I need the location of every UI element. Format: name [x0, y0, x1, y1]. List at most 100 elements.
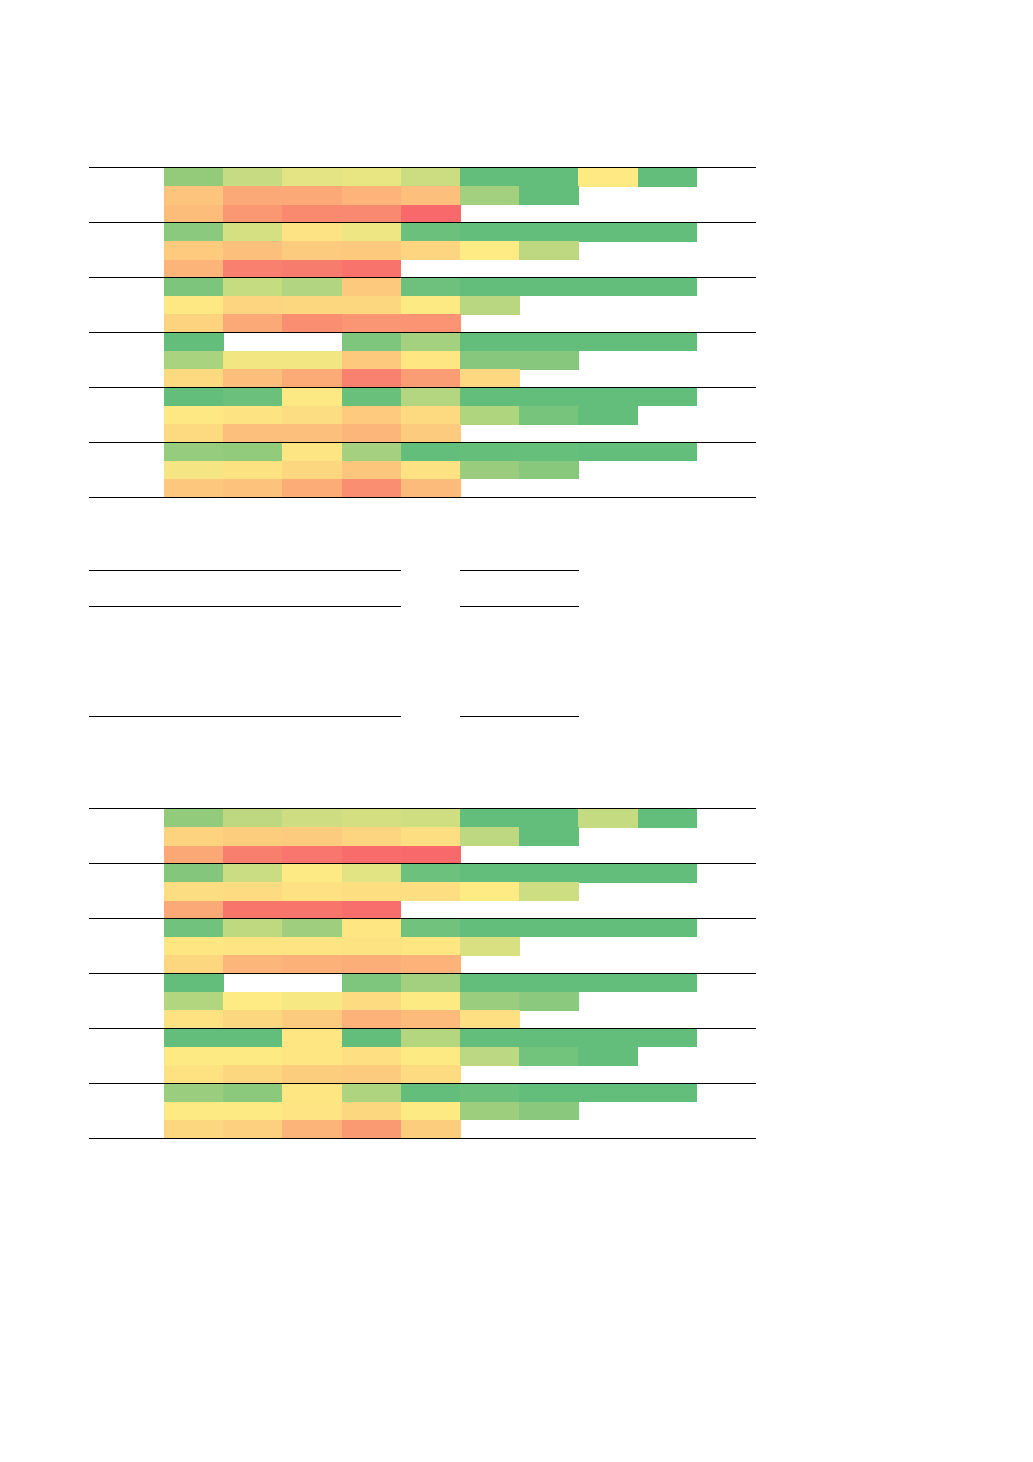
group-separator — [89, 221, 756, 223]
heatmap-cell — [164, 387, 224, 407]
heatmap-cell — [519, 1028, 579, 1048]
heatmap-cell — [164, 222, 224, 242]
heatmap-cell — [578, 809, 639, 828]
heatmap-cell — [519, 1046, 579, 1066]
heatmap-cell — [637, 332, 698, 352]
heatmap-cell — [223, 1046, 283, 1066]
heatmap-cell — [282, 241, 343, 260]
heatmap-cell — [578, 168, 639, 187]
heatmap-cell — [282, 992, 343, 1011]
heatmap-cell — [223, 296, 283, 315]
heatmap-cell — [460, 937, 520, 956]
heatmap-cell — [164, 296, 224, 315]
heatmap-cell — [164, 204, 224, 224]
heatmap-cell — [637, 809, 698, 828]
heatmap-cell — [282, 387, 343, 407]
heatmap-cell — [341, 332, 402, 352]
heatmap-cell — [164, 1028, 224, 1048]
group-separator — [89, 1082, 756, 1084]
heatmap-cell — [341, 168, 402, 187]
heatmap-cell — [400, 863, 461, 883]
heatmap-cell — [519, 405, 579, 425]
group-separator — [89, 862, 756, 864]
heatmap-cell — [282, 204, 343, 224]
heatmap-cell — [400, 973, 461, 993]
heatmap-cell — [400, 1101, 461, 1121]
heatmap-cell — [282, 882, 343, 901]
heatmap-cell — [223, 882, 283, 901]
group-separator — [89, 167, 756, 168]
heatmap-cell — [341, 1065, 402, 1084]
heatmap-cell — [400, 222, 461, 242]
heatmap-cell — [341, 296, 402, 315]
heatmap-cell — [637, 442, 698, 462]
heatmap-cell — [282, 1046, 343, 1066]
heatmap-cell — [341, 1046, 402, 1066]
heatmap-cell — [400, 1120, 461, 1139]
heatmap-cell — [341, 973, 402, 993]
group-separator — [89, 497, 756, 499]
heatmap-cell — [460, 918, 520, 938]
heatmap-cell — [578, 332, 639, 352]
heatmap-cell — [164, 259, 224, 279]
heatmap-cell — [400, 955, 461, 975]
heatmap-cell — [282, 1065, 343, 1084]
heatmap-cell — [460, 1028, 520, 1048]
heatmap-cell — [282, 442, 343, 462]
heatmap-cell — [223, 845, 283, 865]
heatmap-cell — [400, 424, 461, 443]
heatmap-cell — [164, 955, 224, 975]
heatmap-cell — [164, 332, 224, 352]
heatmap-cell — [341, 1083, 402, 1103]
table-rule — [89, 606, 401, 607]
heatmap-cell — [578, 863, 639, 883]
heatmap-cell — [341, 222, 402, 242]
heatmap-cell — [460, 809, 520, 828]
heatmap-cell — [282, 277, 343, 297]
heatmap-cell — [637, 168, 698, 187]
heatmap-cell — [519, 827, 579, 846]
group-separator — [89, 386, 756, 388]
heatmap-cell — [282, 424, 343, 443]
heatmap-cell — [164, 405, 224, 425]
heatmap-cell — [400, 314, 461, 334]
heatmap-cell — [341, 1101, 402, 1121]
heatmap-cell — [164, 1010, 224, 1029]
heatmap-cell — [637, 387, 698, 407]
heatmap-cell — [282, 168, 343, 187]
heatmap-cell — [282, 955, 343, 975]
heatmap-cell — [223, 992, 283, 1011]
heatmap-cell — [164, 168, 224, 187]
heatmap-cell — [460, 1010, 520, 1029]
heatmap-cell — [460, 882, 520, 901]
heatmap-cell — [164, 1083, 224, 1103]
heatmap-cell — [282, 937, 343, 956]
heatmap-cell — [282, 314, 343, 334]
heatmap-cell — [341, 827, 402, 846]
heatmap-cell — [341, 405, 402, 425]
heatmap-cell — [164, 900, 224, 920]
heatmap-cell — [519, 222, 579, 242]
heatmap-cell — [223, 442, 283, 462]
heatmap-cell — [637, 222, 698, 242]
heatmap-cell — [400, 827, 461, 846]
table-rule — [460, 570, 579, 571]
heatmap-cell — [223, 1120, 283, 1139]
heatmap-cell — [223, 387, 283, 407]
heatmap-cell — [460, 332, 520, 352]
heatmap-cell — [519, 863, 579, 883]
group-separator — [89, 441, 756, 443]
heatmap-cell — [341, 1028, 402, 1048]
heatmap-cell — [164, 992, 224, 1011]
heatmap-cell — [223, 863, 283, 883]
heatmap-cell — [223, 204, 283, 224]
heatmap-cell — [400, 296, 461, 315]
heatmap-cell — [164, 918, 224, 938]
heatmap-cell — [164, 1101, 224, 1121]
heatmap-cell — [400, 1046, 461, 1066]
heatmap-cell — [282, 1010, 343, 1029]
heatmap-cell — [223, 351, 283, 370]
heatmap-cell — [578, 1028, 639, 1048]
heatmap-cell — [400, 387, 461, 407]
